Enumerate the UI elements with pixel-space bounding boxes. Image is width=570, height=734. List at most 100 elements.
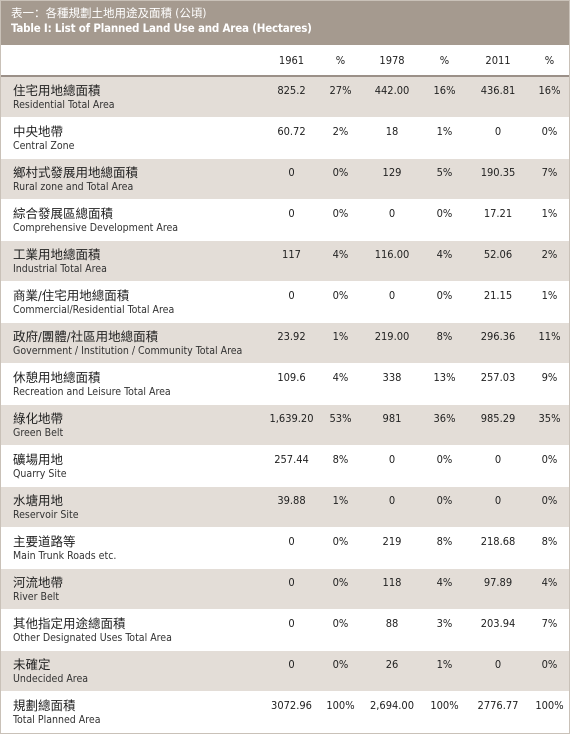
value-1961-cell: 0 [263,650,320,692]
pct-1978-cell: 13% [423,363,466,405]
value-1978-cell: 26 [361,650,423,692]
land-use-table: 1961 % 1978 % 2011 % 住宅用地總面積 Residential … [1,45,569,733]
row-label-chinese: 主要道路等 [13,533,76,549]
row-label: 鄉村式發展用地總面積 Rural zone and Total Area [1,158,263,200]
row-label-chinese: 中央地帶 [13,123,64,139]
row-label-chinese: 礦場用地 [13,451,64,467]
header-2011: 2011 [466,45,530,77]
value-2011-cell: 203.94 [466,609,530,651]
value-1961-cell: 60.72 [263,117,320,159]
row-label: 未確定 Undecided Area [1,650,263,692]
value-2011-cell: 0 [466,445,530,487]
row-label-chinese: 商業/住宅用地總面積 [13,287,130,303]
row-label: 水塘用地 Reservoir Site [1,486,263,528]
caption-english: Table I: List of Planned Land Use and Ar… [11,21,312,35]
pct-1961-cell: 4% [320,363,361,405]
row-label-chinese: 政府/團體/社區用地總面積 [13,328,159,344]
row-label-english: Industrial Total Area [13,262,107,275]
pct-2011-cell: 7% [530,609,569,651]
row-label-chinese: 綠化地帶 [13,410,64,426]
pct-2011-cell: 1% [530,199,569,241]
pct-1961-cell: 8% [320,445,361,487]
header-1961: 1961 [263,45,320,77]
row-label-chinese: 休憩用地總面積 [13,369,101,385]
value-1978-cell: 88 [361,609,423,651]
pct-1978-cell: 100% [423,691,466,733]
value-2011-cell: 257.03 [466,363,530,405]
table-row: 住宅用地總面積 Residential Total Area 825.2 27% 442… [1,76,569,118]
row-label-chinese: 規劃總面積 [13,697,76,713]
row-label-english: Total Planned Area [13,713,101,726]
table-row: 河流地帶 River Belt 0 0% 118 4% 97.89 4% [1,568,569,610]
pct-2011-cell: 7% [530,158,569,200]
value-1978-cell: 2,694.00 [361,691,423,733]
pct-1961-cell: 53% [320,404,361,446]
value-2011-cell: 218.68 [466,527,530,569]
value-1961-cell: 0 [263,199,320,241]
row-label: 住宅用地總面積 Residential Total Area [1,76,263,118]
value-1961-cell: 0 [263,568,320,610]
pct-1978-cell: 0% [423,486,466,528]
row-label-english: Government / Institution / Community Tot… [13,344,243,357]
header-pct-2011: % [530,45,569,77]
pct-2011-cell: 35% [530,404,569,446]
table-row: 其他指定用途總面積 Other Designated Uses Total Are… [1,609,569,651]
pct-1961-cell: 1% [320,486,361,528]
pct-1978-cell: 5% [423,158,466,200]
table-row: 鄉村式發展用地總面積 Rural zone and Total Area 0 0% 12… [1,158,569,200]
table-row: 工業用地總面積 Industrial Total Area 117 4% 116.00 4… [1,240,569,282]
header-pct-1961: % [320,45,361,77]
row-label: 政府/團體/社區用地總面積 Government / Institution / … [1,322,263,364]
value-1961-cell: 0 [263,281,320,323]
table-row: 綠化地帶 Green Belt 1,639.20 53% 981 36% 985.29 35% [1,404,569,446]
value-2011-cell: 296.36 [466,322,530,364]
value-1961-cell: 0 [263,609,320,651]
row-label-chinese: 其他指定用途總面積 [13,615,126,631]
value-1978-cell: 0 [361,281,423,323]
pct-1978-cell: 0% [423,199,466,241]
row-label-english: Rural zone and Total Area [13,180,134,193]
value-1961-cell: 3072.96 [263,691,320,733]
value-1978-cell: 0 [361,199,423,241]
value-1961-cell: 0 [263,158,320,200]
caption-chinese: 表一：各種規劃土地用途及面積 (公頃) [11,6,207,20]
value-1978-cell: 981 [361,404,423,446]
value-1978-cell: 0 [361,445,423,487]
pct-2011-cell: 16% [530,76,569,118]
row-label: 中央地帶 Central Zone [1,117,263,159]
table-caption: 表一：各種規劃土地用途及面積 (公頃) Table I: List of Pla… [1,1,569,45]
row-label-chinese: 未確定 [13,656,51,672]
pct-1978-cell: 16% [423,76,466,118]
value-2011-cell: 0 [466,117,530,159]
header-pct-1978: % [423,45,466,77]
table-row: 政府/團體/社區用地總面積 Government / Institution / … [1,322,569,364]
pct-2011-cell: 8% [530,527,569,569]
pct-2011-cell: 2% [530,240,569,282]
pct-1978-cell: 0% [423,445,466,487]
value-2011-cell: 190.35 [466,158,530,200]
header-row: 1961 % 1978 % 2011 % [1,45,569,77]
pct-1961-cell: 100% [320,691,361,733]
row-label: 工業用地總面積 Industrial Total Area [1,240,263,282]
value-2011-cell: 0 [466,486,530,528]
table-row: 水塘用地 Reservoir Site 39.88 1% 0 0% 0 0% [1,486,569,528]
row-label: 規劃總面積 Total Planned Area [1,691,263,733]
row-label-english: River Belt [13,590,60,603]
pct-1978-cell: 1% [423,117,466,159]
row-label: 綜合發展區總面積 Comprehensive Development Area [1,199,263,241]
pct-1978-cell: 8% [423,527,466,569]
pct-1961-cell: 4% [320,240,361,282]
pct-2011-cell: 100% [530,691,569,733]
table-row: 商業/住宅用地總面積 Commercial/Residential Total A… [1,281,569,323]
value-2011-cell: 2776.77 [466,691,530,733]
row-label: 河流地帶 River Belt [1,568,263,610]
value-2011-cell: 436.81 [466,76,530,118]
table-row: 休憩用地總面積 Recreation and Leisure Total Area… [1,363,569,405]
row-label-chinese: 住宅用地總面積 [13,83,101,98]
row-label-english: Commercial/Residential Total Area [13,303,175,316]
pct-1961-cell: 0% [320,609,361,651]
table-row: 規劃總面積 Total Planned Area 3072.96 100% 2,694.… [1,691,569,733]
value-1978-cell: 116.00 [361,240,423,282]
row-label-english: Undecided Area [13,672,89,685]
row-label-english: Reservoir Site [13,508,79,521]
